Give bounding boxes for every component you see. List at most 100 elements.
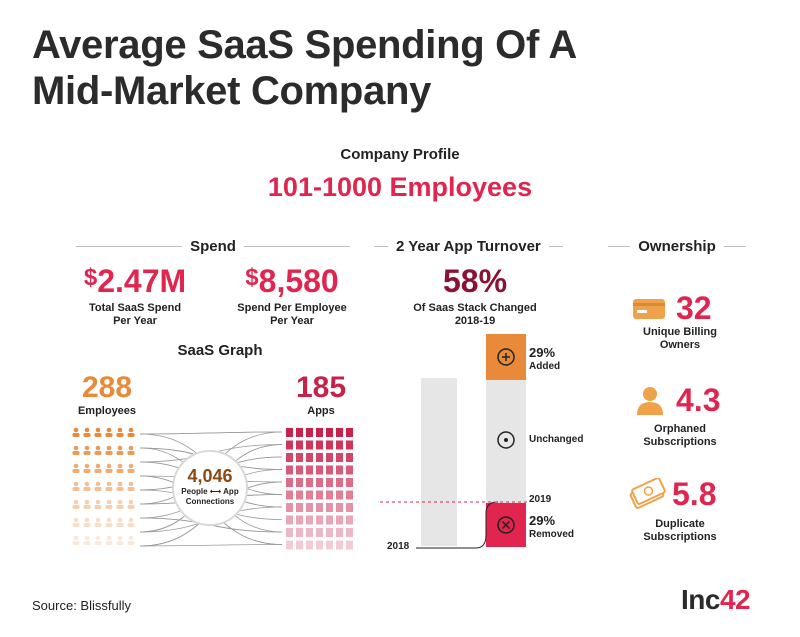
- billing-label-2: Owners: [659, 339, 701, 351]
- apps-value: 185: [295, 371, 347, 404]
- app-icon: [316, 428, 323, 437]
- app-icon: [306, 453, 313, 462]
- person-icon: [72, 517, 80, 527]
- app-icon: [296, 428, 303, 437]
- spend-heading-text: Spend: [190, 237, 236, 255]
- app-icon: [316, 515, 323, 525]
- app-icon: [316, 528, 323, 537]
- person-icon: [72, 499, 80, 509]
- person-icon: [83, 535, 91, 545]
- duplicate-stat: 5.8: [628, 476, 716, 513]
- money-stack-icon: [629, 477, 666, 509]
- app-icon: [306, 428, 313, 437]
- person-icon: [94, 463, 102, 473]
- app-icon: [336, 540, 343, 550]
- app-icon: [306, 478, 313, 487]
- turnover-heading: 2 Year App Turnover: [374, 236, 570, 256]
- app-icon: [286, 465, 293, 475]
- app-icon: [286, 440, 293, 450]
- removed-label: 29% Removed: [529, 514, 574, 542]
- person-icon: [105, 445, 113, 455]
- total-spend-value: 2.47M: [97, 263, 187, 299]
- app-icon: [296, 440, 303, 450]
- app-icon: [296, 490, 303, 500]
- app-icon: [336, 490, 343, 500]
- total-spend-label: Total SaaS Spend: [88, 302, 182, 314]
- app-icon: [306, 465, 313, 475]
- duplicate-label-1: Duplicate: [655, 518, 705, 530]
- person-icon: [83, 427, 91, 437]
- orphaned-stat: 4.3: [636, 382, 720, 419]
- double-arrow-icon: ⟷: [209, 487, 222, 496]
- app-icon: [296, 453, 303, 462]
- app-icon: [346, 453, 353, 462]
- person-icon: [83, 445, 91, 455]
- app-icon: [296, 528, 303, 537]
- turnover-years: 2018-19: [454, 315, 496, 327]
- plus-icon: [497, 348, 515, 366]
- divider: [243, 245, 350, 247]
- person-icon: [72, 445, 80, 455]
- apps-label: Apps: [307, 405, 335, 417]
- orphaned-label: Orphaned Subscriptions: [620, 423, 740, 449]
- app-icon: [326, 503, 333, 512]
- app-icon: [336, 478, 343, 487]
- app-icon: [306, 440, 313, 450]
- per-employee-stat: $8,580 Spend Per Employee Per Year: [222, 263, 362, 328]
- spend-heading: Spend: [76, 236, 350, 256]
- app-icon: [306, 515, 313, 525]
- app-icon: [326, 490, 333, 500]
- orphaned-label-2: Subscriptions: [643, 436, 717, 448]
- app-icon: [286, 428, 293, 437]
- divider: [76, 245, 183, 247]
- app-icon: [316, 478, 323, 487]
- person-icon: [105, 499, 113, 509]
- orphaned-label-1: Orphaned: [654, 423, 706, 435]
- person-icon: [116, 481, 124, 491]
- turnover-stat: 58% Of Saas Stack Changed 2018-19: [400, 263, 550, 328]
- billing-owners-stat: 32: [632, 290, 712, 327]
- person-icon: [72, 463, 80, 473]
- employees-label: Employees: [77, 405, 137, 417]
- person-icon: [94, 517, 102, 527]
- person-icon: [94, 427, 102, 437]
- billing-owners-value: 32: [676, 290, 712, 326]
- app-icon: [326, 453, 333, 462]
- person-icon: [127, 535, 135, 545]
- turnover-lines: [380, 348, 530, 549]
- app-icon: [346, 540, 353, 550]
- app-icon: [306, 540, 313, 550]
- connection-line: [139, 431, 283, 435]
- app-icon: [296, 503, 303, 512]
- person-icon: [105, 463, 113, 473]
- app-icon: [286, 528, 293, 537]
- apps-stat: 185 Apps: [276, 371, 366, 418]
- app-icon: [316, 440, 323, 450]
- app-icon: [286, 540, 293, 550]
- logo-part-1: Inc: [681, 584, 720, 615]
- per-employee-label: Spend Per Employee: [237, 302, 347, 314]
- employees-stat: 288 Employees: [62, 371, 152, 418]
- person-icon: [116, 427, 124, 437]
- person-icon: [127, 499, 135, 509]
- app-icon: [296, 515, 303, 525]
- divider: [548, 245, 563, 247]
- person-icon: [105, 481, 113, 491]
- divider: [723, 245, 747, 247]
- app-icon: [346, 465, 353, 475]
- person-icon: [83, 499, 91, 509]
- person-icon: [116, 517, 124, 527]
- divider: [608, 245, 631, 247]
- page-title: Average SaaS Spending Of A Mid-Market Co…: [32, 22, 732, 114]
- unchanged-label: Unchanged: [529, 434, 584, 445]
- app-icon-grid: [286, 428, 353, 550]
- person-icon: [127, 463, 135, 473]
- person-icon: [72, 535, 80, 545]
- app-icon: [326, 540, 333, 550]
- orphaned-value: 4.3: [676, 382, 721, 418]
- app-icon: [306, 490, 313, 500]
- app-icon: [316, 453, 323, 462]
- app-icon: [286, 503, 293, 512]
- inc42-logo: Inc42: [681, 584, 751, 616]
- person-icon: [72, 427, 80, 437]
